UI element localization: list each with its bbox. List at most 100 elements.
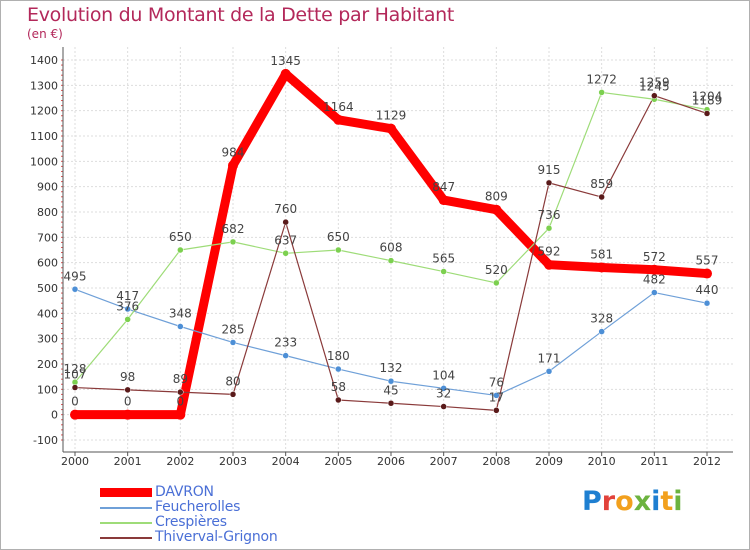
data-point (649, 264, 660, 275)
data-label: 1345 (270, 54, 301, 68)
logo-letter: i (651, 486, 661, 517)
y-tick-label: 900 (37, 181, 58, 194)
data-point (335, 365, 342, 373)
data-label: 565 (432, 252, 455, 266)
data-point (335, 246, 342, 254)
logo-letter: P (582, 486, 602, 517)
data-point (70, 409, 80, 420)
data-point (177, 246, 184, 254)
data-point (491, 204, 502, 215)
chart-subtitle: (en €) (27, 27, 63, 41)
logo-letter: i (673, 486, 683, 517)
data-label: 637 (274, 233, 297, 247)
data-label: 45 (383, 383, 398, 397)
data-point (280, 68, 291, 79)
data-point (335, 396, 342, 404)
data-label: 1259 (639, 76, 670, 90)
data-label: 1164 (323, 100, 354, 114)
data-point (596, 262, 607, 273)
data-label: 915 (538, 163, 561, 177)
legend-swatch-feucherolles (100, 507, 152, 509)
data-label: 572 (643, 250, 666, 264)
y-tick-label: 1000 (30, 155, 58, 168)
x-tick-label: 2012 (693, 455, 721, 468)
data-label: 285 (222, 322, 245, 336)
legend-swatch-davron (100, 488, 152, 497)
chart-title: Evolution du Montant de la Dette par Hab… (27, 4, 455, 26)
data-label: 495 (64, 269, 87, 283)
data-label: 859 (590, 177, 613, 191)
data-label: 1245 (639, 79, 670, 93)
data-point (493, 279, 500, 287)
data-label: 0 (71, 395, 79, 409)
data-point (545, 368, 553, 375)
data-point (124, 305, 131, 313)
data-label: 107 (64, 368, 87, 382)
data-label: 557 (696, 254, 719, 268)
data-point (282, 218, 289, 226)
data-point (175, 409, 186, 420)
legend-label-feucherolles: Feucherolles (155, 499, 241, 515)
data-label: 76 (489, 375, 504, 389)
data-point (703, 110, 711, 117)
y-tick-label: -100 (33, 434, 58, 447)
y-tick-label: 1400 (30, 54, 58, 67)
data-point (545, 224, 553, 232)
data-label: 132 (380, 361, 403, 375)
x-tick-label: 2005 (324, 455, 352, 468)
data-label: 520 (485, 263, 508, 277)
data-label: 760 (274, 202, 297, 216)
y-tick-label: 100 (37, 383, 58, 396)
data-label: 984 (222, 145, 245, 159)
legend-swatch-thiverval-grignon (100, 537, 152, 539)
data-point (440, 268, 447, 275)
data-point (387, 257, 395, 264)
data-label: 440 (696, 283, 719, 297)
data-label: 0 (124, 395, 132, 409)
logo-letter: t (660, 486, 674, 517)
data-point (702, 268, 712, 279)
data-point (228, 160, 238, 171)
y-tick-label: 300 (37, 333, 58, 346)
data-label: 1189 (692, 93, 723, 107)
data-label: 98 (120, 370, 135, 384)
x-tick-label: 2010 (588, 455, 616, 468)
data-label: 417 (116, 289, 139, 303)
y-tick-label: 1300 (30, 79, 58, 92)
x-tick-label: 2002 (166, 455, 194, 468)
data-label: 581 (590, 247, 613, 261)
legend-label-crespieres: Crespières (155, 514, 227, 530)
data-point (545, 179, 553, 187)
x-tick-label: 2001 (114, 455, 142, 468)
legend-swatch-crespieres (100, 522, 152, 524)
data-point (440, 403, 447, 410)
data-label: 1272 (586, 72, 617, 86)
data-label: 682 (222, 222, 245, 236)
data-point (282, 352, 289, 359)
data-point (229, 238, 237, 246)
plot-area (63, 47, 733, 452)
data-label: 17 (489, 390, 504, 404)
data-label: 376 (116, 299, 139, 313)
data-point (282, 250, 289, 257)
data-point (438, 195, 449, 206)
data-point (124, 386, 131, 394)
logo-letter: o (615, 486, 634, 517)
data-label: 1129 (376, 109, 407, 123)
legend-label-davron: DAVRON (155, 484, 214, 500)
proxiti-logo: Proxiti (582, 486, 683, 517)
data-point (651, 289, 658, 296)
data-point (333, 114, 344, 125)
y-tick-label: 600 (37, 257, 58, 270)
data-point (703, 299, 711, 307)
data-point (598, 328, 605, 335)
x-tick-label: 2000 (61, 455, 89, 468)
data-label: 171 (538, 351, 561, 365)
data-label: 809 (485, 190, 508, 204)
data-point (387, 400, 395, 407)
data-point (493, 407, 500, 414)
x-tick-label: 2011 (640, 455, 668, 468)
data-label: 233 (274, 336, 297, 350)
y-tick-label: 1200 (30, 105, 58, 118)
